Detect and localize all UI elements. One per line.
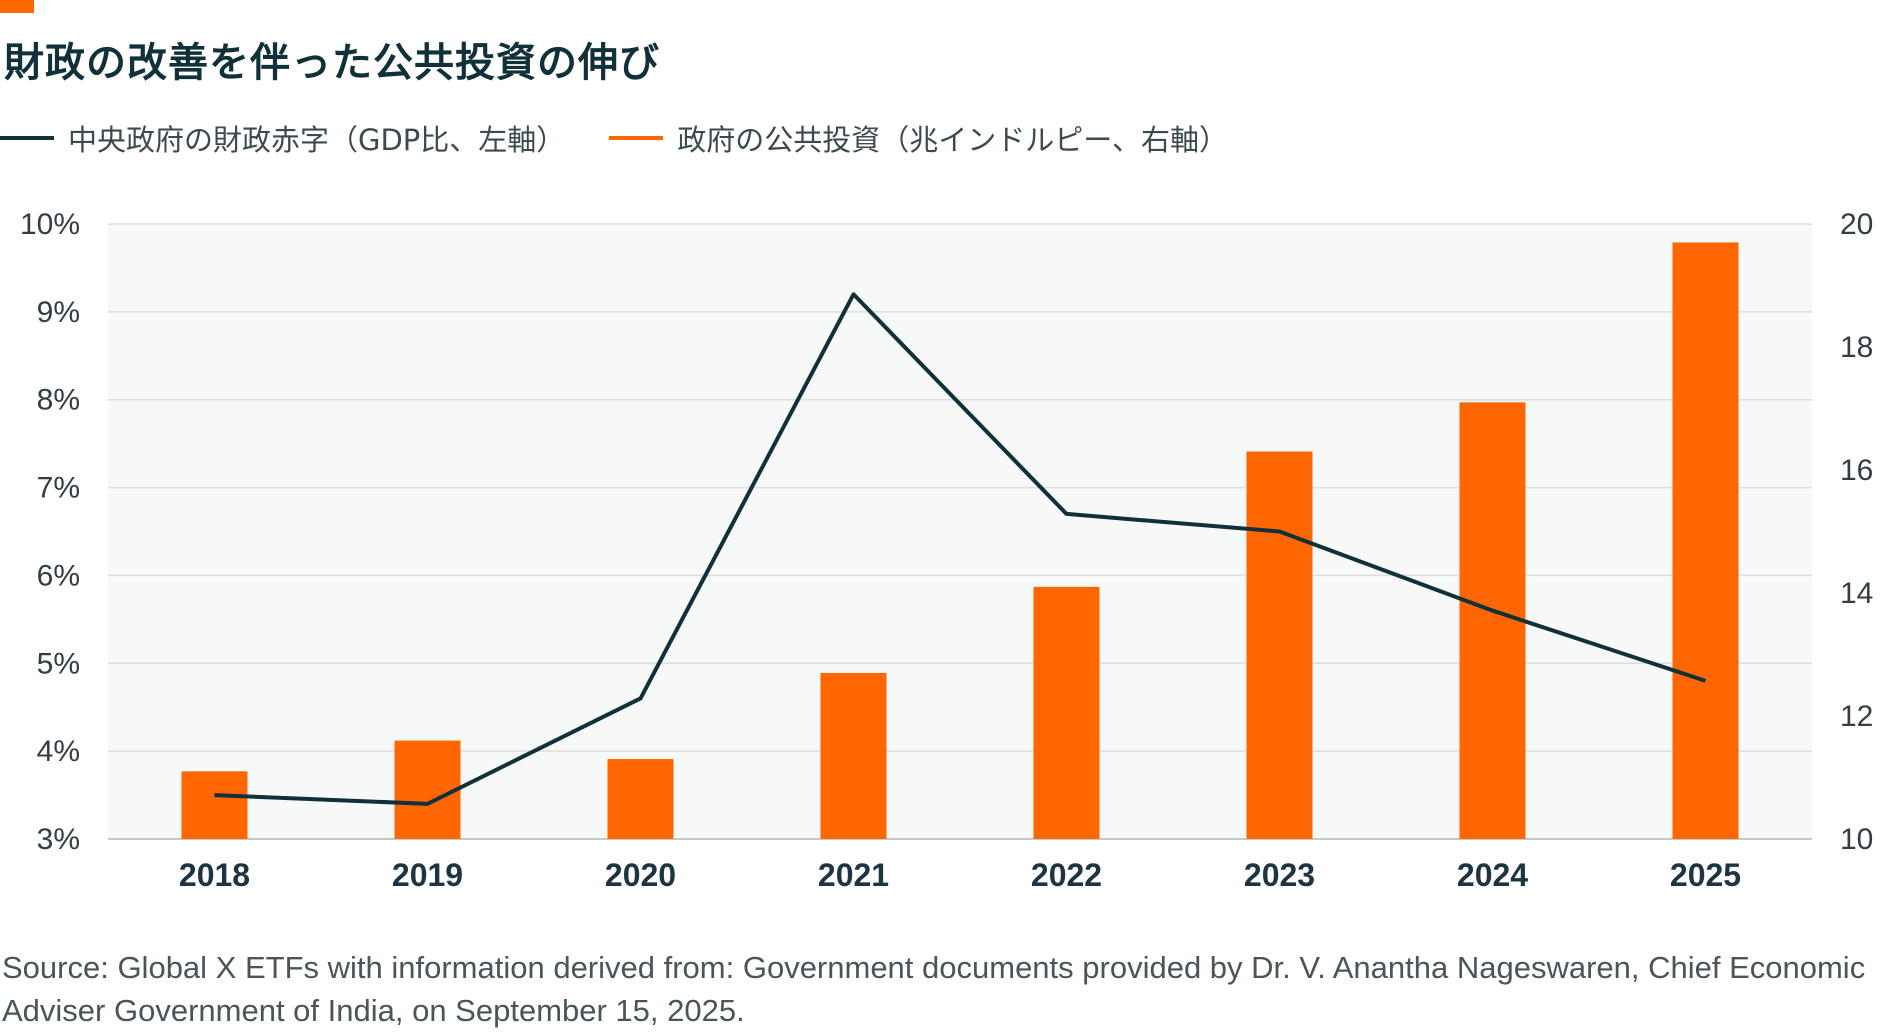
x-axis-tick-label: 2023 (1244, 857, 1315, 893)
bar-2021 (820, 672, 887, 839)
legend: 中央政府の財政赤字（GDP比、左軸） 政府の公共投資（兆インドルピー、右軸） (0, 118, 1272, 158)
legend-item-deficit: 中央政府の財政赤字（GDP比、左軸） (0, 117, 565, 159)
right-axis-tick-label: 14 (1840, 577, 1873, 610)
x-axis-tick-label: 2020 (605, 857, 676, 893)
left-axis-tick-label: 6% (37, 559, 80, 592)
left-axis-ticks: 3% 4% 5% 6% 7% 8% 9% 10% (20, 208, 80, 856)
left-axis-tick-label: 5% (37, 647, 80, 680)
accent-block (0, 0, 34, 13)
right-axis-tick-label: 20 (1840, 208, 1873, 241)
legend-item-investment: 政府の公共投資（兆インドルピー、右軸） (609, 117, 1228, 159)
bar-2019 (394, 740, 461, 839)
x-axis-tick-label: 2025 (1670, 857, 1741, 893)
right-axis-tick-label: 18 (1840, 331, 1873, 364)
bar-2022 (1033, 586, 1100, 839)
bar-2018 (181, 771, 248, 839)
left-axis-tick-label: 10% (20, 208, 80, 241)
left-axis-tick-label: 7% (37, 472, 80, 505)
left-axis-tick-label: 4% (37, 735, 80, 768)
legend-swatch-line (0, 136, 54, 140)
x-axis-tick-label: 2019 (392, 857, 463, 893)
bar-2023 (1246, 451, 1313, 839)
plot-area (108, 224, 1812, 839)
left-axis-tick-label: 9% (37, 296, 80, 329)
left-axis-tick-label: 3% (37, 823, 80, 856)
right-axis-tick-label: 10 (1840, 823, 1873, 856)
legend-swatch-bar (609, 136, 664, 140)
x-axis-tick-label: 2024 (1457, 857, 1528, 893)
legend-label-investment: 政府の公共投資（兆インドルピー、右軸） (677, 123, 1229, 157)
bar-series (181, 242, 1739, 839)
bar-2020 (607, 759, 674, 839)
deficit-line (214, 292, 1707, 806)
x-axis-tick-label: 2022 (1031, 857, 1102, 893)
x-axis-tick-label: 2018 (179, 857, 250, 893)
left-axis-tick-label: 8% (37, 384, 80, 417)
bar-2025 (1672, 242, 1739, 839)
right-axis-tick-label: 16 (1840, 454, 1873, 487)
x-axis-ticks: 2018 2019 2020 2021 2022 2023 2024 2025 (179, 857, 1741, 893)
bar-2024 (1459, 402, 1526, 839)
chart-title: 財政の改善を伴った公共投資の伸び (4, 40, 660, 86)
right-axis-tick-label: 12 (1840, 700, 1873, 733)
x-axis-tick-label: 2021 (818, 857, 889, 893)
source-note: Source: Global X ETFs with information d… (2, 950, 1866, 1028)
gridlines (108, 223, 1812, 840)
right-axis-ticks: 10 12 14 16 18 20 (1840, 208, 1873, 856)
legend-label-deficit: 中央政府の財政赤字（GDP比、左軸） (68, 123, 566, 157)
